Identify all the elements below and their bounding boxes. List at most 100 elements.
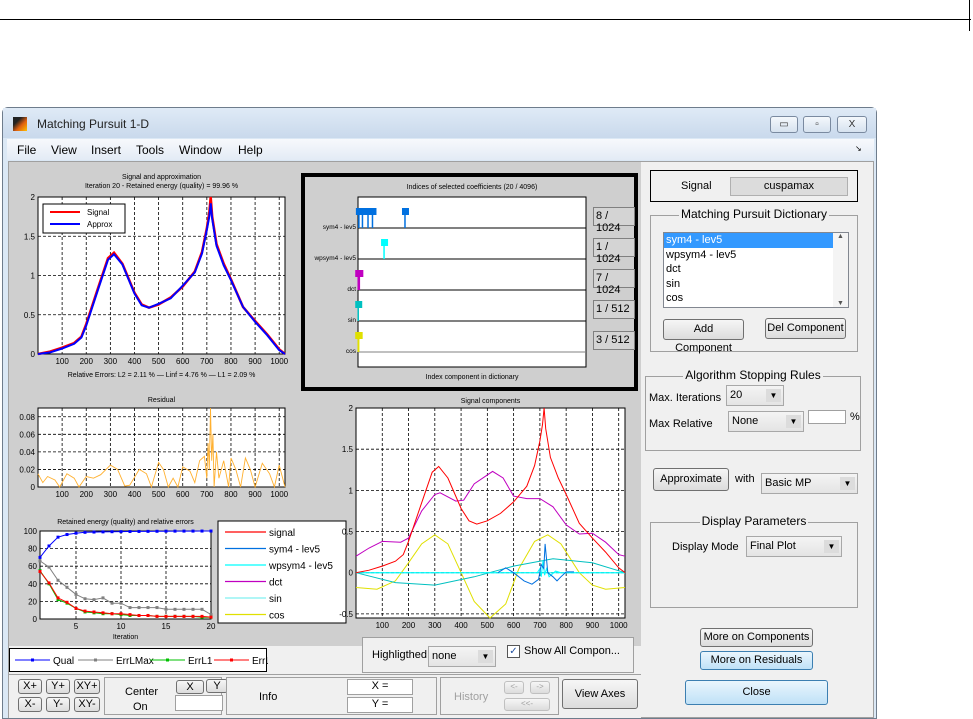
matlab-icon <box>13 117 27 131</box>
x-tick-label: 400 <box>454 621 468 630</box>
x-tick-label: 900 <box>248 490 262 499</box>
dictionary-item[interactable]: dct <box>666 263 681 275</box>
y-tick-label: 1 <box>31 272 36 281</box>
plot-background <box>38 408 285 487</box>
y-tick-label: 2 <box>349 404 354 413</box>
listbox-scrollbar[interactable]: ▲ ▼ <box>833 233 848 307</box>
minimize-button[interactable]: ▭ <box>770 116 798 133</box>
center-state: On <box>133 701 148 713</box>
maximize-button[interactable]: ▫ <box>803 116 831 133</box>
series-marker <box>92 530 96 534</box>
zoom-y-out-button[interactable]: Y- <box>46 697 70 712</box>
series-marker <box>101 530 105 534</box>
x-tick-label: 500 <box>481 621 495 630</box>
matching-pursuit-window: Matching Pursuit 1-D ▭ ▫ X File View Ins… <box>2 107 877 719</box>
highlight-select[interactable]: none ▼ <box>428 646 496 667</box>
residual-title: Residual <box>148 397 176 404</box>
menu-help[interactable]: Help <box>238 143 263 157</box>
menu-view[interactable]: View <box>51 143 77 157</box>
zoom-xy-out-button[interactable]: XY- <box>74 697 100 712</box>
y-tick-label: 0 <box>31 350 36 359</box>
series-marker <box>164 529 168 533</box>
dct-line <box>355 470 626 557</box>
plots-canvas: 100 200 300 400 500 600 700 800 900 100000.511.52… <box>19 173 638 641</box>
y-tick-label: 80 <box>28 545 37 554</box>
display-mode-select[interactable]: Final Plot ▼ <box>746 536 842 557</box>
method-select[interactable]: Basic MP ▼ <box>761 473 858 494</box>
series-marker <box>83 597 87 601</box>
menu-file[interactable]: File <box>17 143 37 157</box>
history-forward-button[interactable]: -> <box>530 681 550 694</box>
stem-marker <box>401 208 409 215</box>
show-all-checkbox[interactable]: ✓ <box>507 645 520 658</box>
x-tick-label: 800 <box>224 357 238 366</box>
zoom-xy-in-button[interactable]: XY+ <box>74 679 100 694</box>
series-marker <box>200 607 204 611</box>
dictionary-listbox[interactable]: sym4 - lev5 wpsym4 - lev5 dct sin cos ▲ ▼ <box>663 232 849 308</box>
dictionary-title: Matching Pursuit Dictionary <box>678 207 830 221</box>
approx-line <box>37 203 286 355</box>
menu-window[interactable]: Window <box>179 143 222 157</box>
max-iterations-select[interactable]: 20 ▼ <box>726 385 784 406</box>
signal-approx-plot: 100 200 300 400 500 600 700 800 900 1000 0 0.5 1 1.5 2… <box>24 193 289 366</box>
chevron-down-icon: ▼ <box>786 415 801 428</box>
zoom-y-in-button[interactable]: Y+ <box>46 679 70 694</box>
max-relative-select[interactable]: None ▼ <box>728 411 804 432</box>
row-label: sym4 - lev5 <box>323 224 357 231</box>
components-legend <box>217 520 347 624</box>
more-on-components-button[interactable]: More on Components <box>700 628 813 647</box>
scroll-up-icon[interactable]: ▲ <box>837 233 844 240</box>
menu-tools[interactable]: Tools <box>136 143 165 157</box>
x-tick-label: 200 <box>80 490 94 499</box>
series-marker <box>110 612 114 616</box>
highlight-label: Highligthed <box>372 649 428 661</box>
zoom-x-in-button[interactable]: X+ <box>18 679 42 694</box>
approximate-button[interactable]: Approximate <box>653 468 729 491</box>
info-x: X = <box>347 679 413 695</box>
series-marker <box>173 607 177 611</box>
series-marker <box>128 530 132 534</box>
dictionary-item[interactable]: cos <box>666 292 684 304</box>
plot-subtitle: Iteration 20 - Retained energy (quality)… <box>85 183 238 190</box>
zoom-x-out-button[interactable]: X- <box>18 697 42 712</box>
sin-line <box>355 558 626 586</box>
signal-box: Signal cuspamax <box>650 170 858 202</box>
chevron-down-icon: ▼ <box>478 650 493 663</box>
y-tick-label: 40 <box>28 580 37 589</box>
dictionary-item[interactable]: sym4 - lev5 <box>664 233 833 248</box>
history-reset-button[interactable]: <<- <box>504 698 550 711</box>
history-back-button[interactable]: <- <box>504 681 524 694</box>
x-tick-label: 700 <box>200 357 214 366</box>
del-component-button[interactable]: Del Component <box>765 318 846 339</box>
dock-arrow-icon[interactable]: ↘ <box>855 144 862 153</box>
y-tick-label: 0.5 <box>342 528 354 537</box>
center-field[interactable] <box>175 695 223 711</box>
scroll-down-icon[interactable]: ▼ <box>837 300 844 307</box>
component-count: 1 / 1024 <box>593 238 635 265</box>
legend-label: dct <box>269 578 283 589</box>
add-component-button[interactable]: Add Component <box>663 319 744 354</box>
more-on-residuals-button[interactable]: More on Residuals <box>700 651 813 670</box>
history-panel: History <- -> <<- <box>440 677 559 715</box>
menu-insert[interactable]: Insert <box>91 143 122 157</box>
stem-marker <box>369 208 377 215</box>
center-x-button[interactable]: X <box>176 680 204 694</box>
series-marker <box>92 610 96 614</box>
series-marker <box>119 530 123 534</box>
series-marker <box>137 529 141 533</box>
dictionary-item[interactable]: sin <box>666 277 681 290</box>
component-count: 8 / 1024 <box>593 207 635 234</box>
close-button[interactable]: Close <box>685 680 828 705</box>
chevron-down-icon: ▼ <box>840 477 855 490</box>
max-relative-field[interactable] <box>808 410 846 424</box>
view-axes-button[interactable]: View Axes <box>562 679 638 709</box>
x-tick-label: 800 <box>559 621 573 630</box>
plots-area: 100 200 300 400 500 600 700 800 900 1000 0 0.5 1 1.5 2… <box>9 162 641 646</box>
title-bar: Matching Pursuit 1-D ▭ ▫ X <box>3 108 876 138</box>
x-tick-label: 10 <box>117 622 126 631</box>
stem-marker <box>355 332 363 339</box>
dictionary-item[interactable]: wpsym4 - lev5 <box>666 248 737 261</box>
series-marker <box>38 569 42 573</box>
close-window-button[interactable]: X <box>837 116 867 133</box>
center-y-button[interactable]: Y <box>206 679 228 693</box>
